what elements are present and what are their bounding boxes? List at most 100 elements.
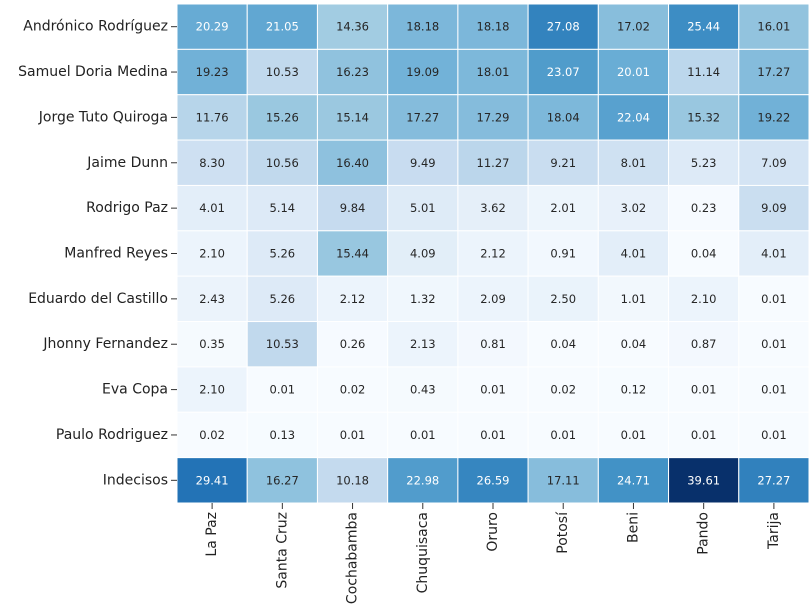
heatmap-cell-eva-copa-beni [597,366,670,413]
cell-value-label: 15.26 [266,110,299,124]
heatmap-cell-indecisos-la-paz [176,457,248,504]
cell-value-label: 11.14 [687,65,720,79]
heatmap-cell-jaime-dunn-santa-cruz [246,139,318,186]
row-label-manfred-reyes: Manfred Reyes [64,246,168,262]
cell-value-label: 2.13 [410,337,436,351]
heatmap-cell-eduardo-del-castillo-oruro [457,275,529,323]
cell-value-label: 24.71 [617,473,650,487]
heatmap-cell-jorge-tuto-quiroga-oruro [457,94,529,141]
cell-value-label: 7.09 [761,156,787,170]
cell-value-label: 0.01 [761,428,787,442]
heatmap-cell-eva-copa-santa-cruz [246,366,318,413]
cell-value-label: 15.32 [687,110,720,124]
cell-value-label: 3.62 [480,201,506,215]
heatmap-cell-eva-copa-oruro [457,366,529,413]
cell-value-label: 0.01 [480,383,506,397]
heatmap-cell-jorge-tuto-quiroga-cochabamba [316,94,389,141]
cell-value-label: 8.30 [199,156,225,170]
row-label-jhonny-fernandez: Jhonny Fernandez [42,336,168,352]
cell-value-label: 0.81 [480,337,506,351]
cell-value-label: 2.10 [199,383,225,397]
column-labels: La Paz Santa Cruz Cochabamba Chuquisaca Orur… [204,503,782,604]
heatmap-cell-jhonny-fernandez-chuquisaca [387,321,459,368]
cell-value-label: 0.01 [550,428,576,442]
heatmap-cell-manfred-reyes-potosi [527,230,599,277]
column-label-santa-cruz: Santa Cruz [274,512,290,589]
heatmap-cell-rodrigo-paz-chuquisaca [387,184,459,232]
cell-value-label: 0.13 [270,428,296,442]
heatmap-cell-indecisos-oruro [457,457,529,504]
heatmap-cell-paulo-rodriguez-la-paz [176,411,248,459]
cell-value-label: 22.04 [617,110,650,124]
cell-value-label: 2.10 [691,292,717,306]
cell-value-label: 15.44 [336,247,369,261]
cell-value-label: 0.02 [340,383,366,397]
row-label-andronico-rodriguez: Andrónico Rodríguez [23,19,168,35]
row-label-eva-copa: Eva Copa [102,382,168,398]
cell-value-label: 0.01 [691,428,717,442]
cell-value-label: 0.04 [621,337,647,351]
cell-value-label: 0.01 [621,428,647,442]
column-label-tarija: Tarija [766,512,782,550]
cell-value-label: 0.01 [340,428,366,442]
cell-value-label: 19.23 [196,65,229,79]
cell-value-label: 19.09 [406,65,439,79]
cell-value-label: 20.01 [617,65,650,79]
cell-value-label: 5.01 [410,201,436,215]
column-label-la-paz: La Paz [204,512,220,557]
heatmap-cell-manfred-reyes-tarija [738,230,809,277]
heatmap-cell-jorge-tuto-quiroga-la-paz [176,94,248,141]
cell-value-label: 10.18 [336,473,369,487]
cell-value-label: 25.44 [687,20,720,34]
cell-value-label: 3.02 [621,201,647,215]
cell-value-label: 11.76 [196,110,229,124]
cell-value-label: 0.01 [761,292,787,306]
heatmap-cell-manfred-reyes-la-paz [176,230,248,277]
heatmap-cell-rodrigo-paz-cochabamba [316,184,389,232]
cell-value-label: 5.26 [270,247,296,261]
row-label-rodrigo-paz: Rodrigo Paz [86,200,168,216]
cell-value-label: 16.01 [757,20,790,34]
heatmap-cell-samuel-doria-medina-tarija [738,48,809,96]
cell-value-label: 10.53 [266,337,299,351]
cell-value-label: 20.29 [196,20,229,34]
heatmap-cell-samuel-doria-medina-pando [668,48,740,96]
heatmap-cell-jorge-tuto-quiroga-tarija [738,94,809,141]
cell-value-label: 0.12 [621,383,647,397]
cell-value-label: 16.23 [336,65,369,79]
heatmap-cell-jhonny-fernandez-beni [597,321,670,368]
heatmap-cell-andronico-rodriguez-potosi [527,3,599,50]
cell-value-label: 0.01 [761,337,787,351]
heatmap-cell-eva-copa-tarija [738,366,809,413]
cell-value-label: 0.01 [410,428,436,442]
cell-value-label: 15.14 [336,110,369,124]
heatmap-cell-paulo-rodriguez-pando [668,411,740,459]
heatmap-cell-indecisos-pando [668,457,740,504]
cell-value-label: 2.12 [340,292,366,306]
cell-value-label: 16.40 [336,156,369,170]
heatmap-cell-eduardo-del-castillo-la-paz [176,275,248,323]
heatmap-cell-manfred-reyes-oruro [457,230,529,277]
heatmap-cell-eduardo-del-castillo-beni [597,275,670,323]
heatmap-cell-andronico-rodriguez-pando [668,3,740,50]
cell-value-label: 1.32 [410,292,436,306]
cell-value-label: 1.01 [621,292,647,306]
heatmap-cell-paulo-rodriguez-beni [597,411,670,459]
cell-value-label: 17.27 [406,110,439,124]
cell-value-label: 21.05 [266,20,299,34]
heatmap-cell-jorge-tuto-quiroga-santa-cruz [246,94,318,141]
row-label-paulo-rodriguez: Paulo Rodriguez [56,427,168,443]
cell-value-label: 2.09 [480,292,506,306]
heatmap-cell-manfred-reyes-chuquisaca [387,230,459,277]
cell-value-label: 0.04 [550,337,576,351]
column-label-potosi: Potosí [555,511,571,554]
column-label-beni: Beni [625,512,641,543]
heatmap-cell-samuel-doria-medina-la-paz [176,48,248,96]
cell-value-label: 17.29 [477,110,510,124]
cell-value-label: 5.26 [270,292,296,306]
heatmap-cell-samuel-doria-medina-cochabamba [316,48,389,96]
cell-value-label: 4.01 [621,247,647,261]
cell-value-label: 26.59 [477,473,510,487]
heatmap-cell-samuel-doria-medina-beni [597,48,670,96]
